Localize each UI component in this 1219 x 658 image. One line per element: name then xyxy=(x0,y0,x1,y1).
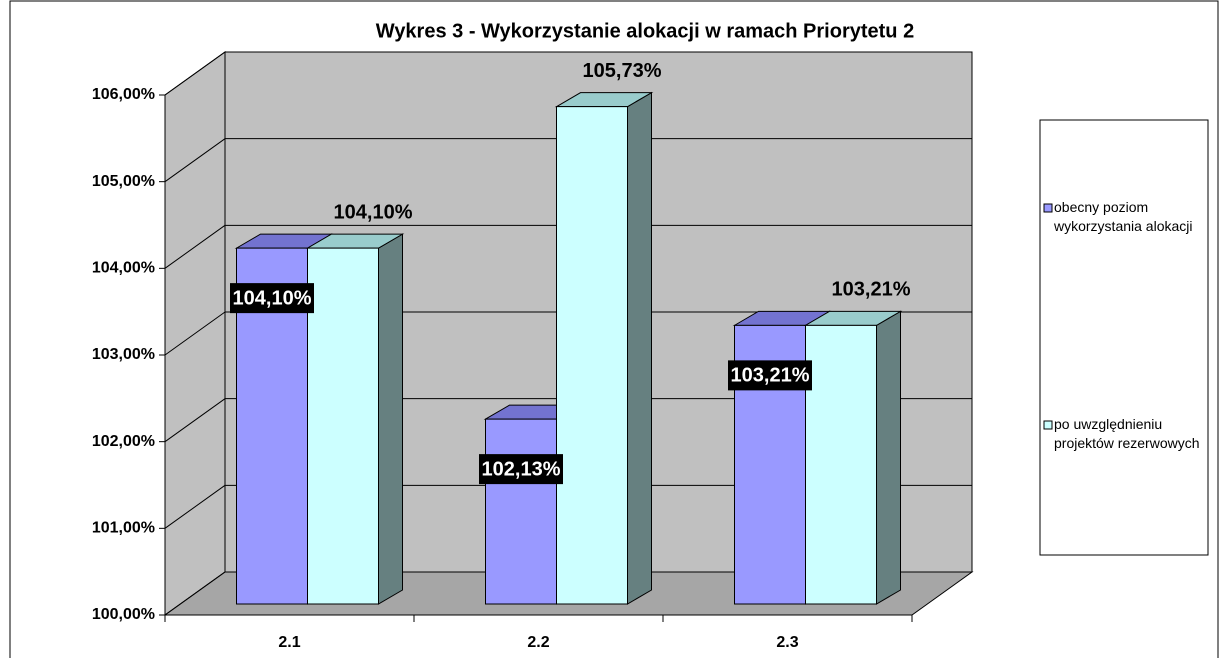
grid-line xyxy=(164,571,226,616)
chart-title: Wykres 3 - Wykorzystanie alokacji w rama… xyxy=(376,20,914,42)
grid-line xyxy=(164,138,226,183)
legend-swatch xyxy=(1043,203,1053,213)
legend xyxy=(1039,119,1209,556)
bar xyxy=(554,91,654,605)
bar-front xyxy=(485,418,557,605)
bar-front xyxy=(556,106,628,605)
bar-front xyxy=(307,247,379,605)
bar-front xyxy=(805,324,877,605)
x-tick-label: 2.1 xyxy=(278,634,300,651)
x-tick-label: 2.2 xyxy=(527,634,549,651)
value-label-bg xyxy=(479,454,563,485)
bar xyxy=(305,233,405,605)
grid-line xyxy=(164,311,226,356)
value-label: 102,13% xyxy=(482,458,561,480)
grid-line xyxy=(164,484,226,529)
y-tick-label: 104,00% xyxy=(92,260,155,277)
bar-side xyxy=(627,91,652,605)
value-label: 103,21% xyxy=(832,279,911,301)
grid-line xyxy=(164,51,226,96)
bar-side xyxy=(378,233,403,605)
legend-label: obecny poziom wykorzystania alokacji xyxy=(1054,199,1193,234)
legend-label: po uwzględnieniu projektów rezerwowych xyxy=(1054,416,1200,451)
y-tick-label: 105,00% xyxy=(92,173,155,190)
y-tick-label: 100,00% xyxy=(92,606,155,623)
value-label: 104,10% xyxy=(233,287,312,309)
value-label: 105,73% xyxy=(583,60,662,82)
value-label-bg xyxy=(230,283,314,314)
grid-line xyxy=(164,224,226,269)
legend-swatch xyxy=(1043,420,1053,430)
y-tick-label: 106,00% xyxy=(92,86,155,103)
y-tick-label: 103,00% xyxy=(92,346,155,363)
x-tick-label: 2.3 xyxy=(776,634,798,651)
value-label-bg xyxy=(728,360,812,391)
value-label: 103,21% xyxy=(731,365,810,387)
chart-frame xyxy=(9,0,1219,658)
grid-line xyxy=(164,398,226,443)
value-label: 104,10% xyxy=(334,201,413,223)
bar-side xyxy=(876,310,901,605)
y-tick-label: 101,00% xyxy=(92,520,155,537)
y-tick-label: 102,00% xyxy=(92,433,155,450)
bar xyxy=(803,310,903,605)
